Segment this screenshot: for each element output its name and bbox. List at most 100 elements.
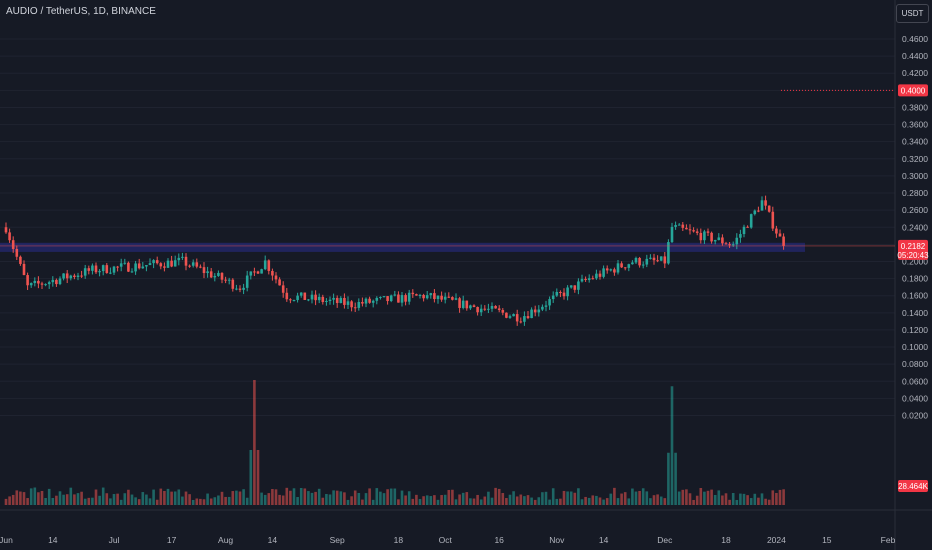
price-tick-label: 0.0800 xyxy=(902,359,928,369)
volume-bar xyxy=(753,493,757,505)
candle-body xyxy=(29,283,33,286)
candle-body xyxy=(346,301,350,305)
volume-bar xyxy=(296,497,299,505)
volume-bar xyxy=(15,490,19,505)
candle-body xyxy=(677,224,681,226)
volume-bar xyxy=(775,492,778,505)
candle-body xyxy=(335,297,339,303)
volume-bar xyxy=(555,498,559,505)
volume-bar xyxy=(123,493,127,505)
candle-body xyxy=(667,242,670,264)
price-tick-label: 0.0400 xyxy=(902,393,928,403)
time-tick-label: 16 xyxy=(494,535,504,545)
volume-bar xyxy=(285,487,289,505)
volume-bar xyxy=(26,498,29,505)
candle-body xyxy=(317,296,321,301)
time-tick-label: 2024 xyxy=(767,535,786,545)
currency-unit-button[interactable]: USDT xyxy=(896,4,929,23)
volume-bar xyxy=(519,494,523,505)
candle-body xyxy=(692,230,695,232)
candle-body xyxy=(397,294,400,303)
candle-body xyxy=(353,307,357,309)
volume-bar xyxy=(674,452,677,505)
volume-bar xyxy=(51,498,55,505)
candle-body xyxy=(530,309,533,319)
volume-bar xyxy=(260,492,263,505)
candle-body xyxy=(112,266,116,273)
volume-bar xyxy=(731,493,735,505)
volume-bar xyxy=(389,488,393,505)
time-scale: Jun 14 Jul 17 Aug 14 Sep 18 Oct 16 Nov 14 Dec 18 2024 1… xyxy=(0,535,896,545)
candle-body xyxy=(505,312,508,318)
volume-bar xyxy=(425,495,429,505)
volume-bar xyxy=(397,499,400,505)
candle-body xyxy=(231,279,235,289)
candle-body xyxy=(652,257,656,261)
volume-bar xyxy=(508,494,512,505)
candle-body xyxy=(195,262,199,267)
last-price-badge-text: 0.2182 xyxy=(901,242,926,251)
candle-body xyxy=(343,297,346,305)
time-tick-label: 15 xyxy=(822,535,832,545)
price-tick-label: 0.3800 xyxy=(902,102,928,112)
volume-bar xyxy=(299,487,303,505)
volume-bar xyxy=(695,495,699,505)
price-tick-label: 0.3400 xyxy=(902,137,928,147)
volume-bar xyxy=(443,494,447,505)
volume-bar xyxy=(314,491,317,505)
candle-body xyxy=(98,271,101,273)
time-tick-label: Aug xyxy=(218,535,233,545)
candle-body xyxy=(728,244,731,246)
volume-bar xyxy=(19,491,22,505)
volume-bar xyxy=(685,489,688,505)
candle-body xyxy=(616,263,620,273)
volume-bar xyxy=(152,489,155,505)
price-tick-label: 0.3000 xyxy=(902,171,928,181)
time-tick-label: 18 xyxy=(721,535,731,545)
volume-bar xyxy=(652,495,656,505)
volume-bar xyxy=(303,488,307,505)
candle-body xyxy=(116,266,119,268)
candle-body xyxy=(523,316,526,322)
candle-body xyxy=(584,278,587,280)
candle-body xyxy=(717,237,721,241)
volume-badge xyxy=(898,480,928,492)
volume-bar xyxy=(605,498,609,505)
candle-body xyxy=(695,231,699,233)
volume-bar xyxy=(379,491,382,505)
candle-body xyxy=(519,321,523,323)
candle-body xyxy=(465,300,469,309)
candle-body xyxy=(253,271,256,273)
volume-bar xyxy=(537,497,541,505)
volume-bar xyxy=(717,490,721,505)
volume-bar xyxy=(447,489,451,505)
volume-bar xyxy=(433,495,436,505)
volume-bar xyxy=(631,488,634,505)
volume-bar xyxy=(199,498,202,505)
volume-bar xyxy=(339,491,343,505)
candle-body xyxy=(307,299,310,301)
candle-body xyxy=(382,296,386,298)
candle-body xyxy=(566,287,569,297)
volume-bar xyxy=(271,489,274,505)
candle-body xyxy=(8,232,11,241)
volume-bar xyxy=(656,494,659,505)
candle-body xyxy=(407,292,411,302)
volume-bar xyxy=(98,495,101,505)
volume-bar xyxy=(577,488,580,505)
candle-body xyxy=(206,271,209,274)
volume-bar xyxy=(364,493,368,505)
candle-body xyxy=(127,262,130,272)
candle-body xyxy=(256,271,260,274)
volume-bar xyxy=(692,499,695,505)
volume-bar xyxy=(613,487,616,505)
volume-bar xyxy=(382,493,386,505)
volume-bar xyxy=(83,498,87,505)
volume-bar xyxy=(263,494,267,505)
volume-bar xyxy=(184,491,188,505)
candle-body xyxy=(109,272,112,274)
volume-bar xyxy=(602,499,605,505)
candle-body xyxy=(386,296,389,302)
candle-body xyxy=(479,308,483,313)
